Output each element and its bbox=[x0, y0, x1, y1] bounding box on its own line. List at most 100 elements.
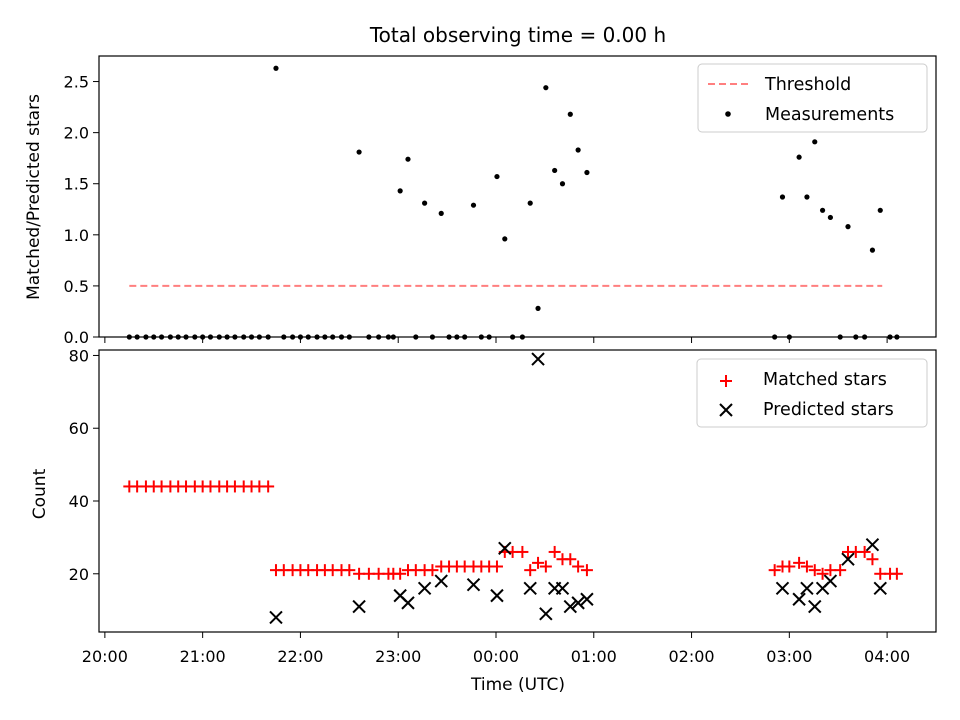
matched-star-point bbox=[834, 564, 847, 577]
measurement-point bbox=[397, 188, 403, 194]
count-x-axis: 20:00 21:00 22:00 23:00 00:00 01:00 02:00 03:00… bbox=[82, 632, 910, 666]
ratio-x-axis bbox=[104, 337, 888, 343]
matched-star-point bbox=[580, 564, 593, 577]
matched-star-point bbox=[800, 560, 813, 573]
predicted-star-point bbox=[523, 581, 537, 596]
predicted-star-point bbox=[841, 552, 855, 566]
count-legend: Matched stars Predicted stars bbox=[696, 358, 928, 428]
count-legend-box bbox=[696, 358, 928, 428]
legend-predicted-swatch bbox=[719, 403, 733, 417]
measurement-point bbox=[535, 305, 541, 311]
matched-star-point bbox=[548, 545, 561, 558]
measurement-point bbox=[438, 210, 444, 216]
ratio-y-tick-label: 0.5 bbox=[64, 277, 89, 296]
matched-star-point bbox=[394, 567, 407, 580]
count-y-axis-label: Count bbox=[30, 468, 50, 519]
measurement-point bbox=[405, 156, 411, 162]
count-y-tick-label: 80 bbox=[69, 346, 89, 365]
predicted-stars-series bbox=[269, 352, 887, 625]
predicted-star-point bbox=[865, 537, 880, 552]
ratio-y-tick-label: 0.0 bbox=[64, 328, 89, 347]
matched-star-point bbox=[793, 556, 806, 569]
count-y-axis: 20 40 60 80 bbox=[69, 346, 99, 584]
matched-star-point bbox=[262, 480, 275, 493]
measurement-point bbox=[779, 194, 786, 200]
predicted-star-point bbox=[580, 592, 594, 606]
count-x-tick-label: 04:00 bbox=[864, 647, 910, 666]
measurement-point bbox=[845, 224, 851, 230]
predicted-star-point bbox=[563, 599, 578, 614]
measurement-point bbox=[527, 200, 533, 206]
matched-star-point bbox=[539, 560, 552, 573]
legend-threshold-label: Threshold bbox=[764, 75, 851, 95]
measurement-point bbox=[559, 181, 566, 187]
predicted-star-point bbox=[401, 596, 415, 610]
chart-title: Total observing time = 0.00 h bbox=[369, 23, 666, 47]
measurement-point bbox=[796, 154, 802, 160]
predicted-star-point bbox=[775, 581, 790, 596]
legend-predicted-label: Predicted stars bbox=[763, 400, 894, 420]
count-x-tick-label: 20:00 bbox=[82, 647, 128, 666]
measurement-point bbox=[827, 214, 833, 221]
ratio-y-tick-label: 1.5 bbox=[64, 175, 89, 194]
measurement-point bbox=[819, 207, 826, 213]
predicted-star-point bbox=[531, 352, 545, 366]
predicted-star-point bbox=[873, 581, 887, 596]
matched-star-point bbox=[808, 564, 821, 577]
matched-star-point bbox=[816, 567, 829, 580]
ratio-plot-frame bbox=[98, 55, 937, 338]
predicted-star-point bbox=[792, 592, 806, 606]
predicted-star-point bbox=[269, 610, 283, 625]
count-y-tick-label: 20 bbox=[69, 565, 89, 584]
ratio-y-tick-label: 2.5 bbox=[64, 73, 89, 92]
matched-star-point bbox=[572, 560, 585, 573]
ratio-y-tick-label: 2.0 bbox=[64, 124, 89, 143]
matched-star-point bbox=[564, 553, 577, 566]
count-y-tick-label: 60 bbox=[69, 419, 89, 438]
measurement-point bbox=[273, 65, 279, 71]
measurement-point bbox=[869, 247, 876, 253]
predicted-star-point bbox=[800, 581, 814, 596]
measurement-point bbox=[567, 111, 573, 117]
measurement-point bbox=[804, 194, 810, 200]
measurement-point bbox=[422, 200, 428, 206]
count-x-tick-label: 00:00 bbox=[473, 647, 519, 666]
count-panel: 20 40 60 80 20:00 21:00 22:00 23:00 00:00 01:00 0… bbox=[30, 346, 937, 695]
measurement-point bbox=[877, 207, 883, 213]
measurement-point bbox=[552, 167, 558, 174]
matched-star-point bbox=[532, 556, 545, 569]
ratio-legend-box bbox=[697, 63, 928, 133]
matched-star-point bbox=[343, 564, 356, 577]
measurement-point bbox=[494, 173, 500, 180]
predicted-star-point bbox=[466, 577, 481, 592]
ratio-panel: Total observing time = 0.00 h 0.0 0.5 1.0 1… bbox=[24, 23, 937, 347]
ratio-y-axis-label: Matched/Predicted stars bbox=[24, 94, 44, 300]
predicted-star-point bbox=[417, 581, 432, 596]
legend-matched-label: Matched stars bbox=[763, 370, 887, 390]
count-x-tick-label: 23:00 bbox=[375, 647, 421, 666]
measurement-point bbox=[584, 169, 590, 176]
predicted-star-point bbox=[571, 596, 585, 610]
count-y-tick-label: 40 bbox=[69, 492, 89, 511]
ratio-legend: Threshold Measurements bbox=[697, 63, 928, 133]
predicted-star-point bbox=[352, 599, 366, 614]
predicted-star-point bbox=[490, 588, 504, 603]
predicted-star-point bbox=[498, 541, 512, 556]
legend-measurements-label: Measurements bbox=[765, 105, 894, 125]
legend-matched-swatch bbox=[720, 375, 732, 387]
count-x-tick-label: 02:00 bbox=[668, 647, 714, 666]
matched-star-point bbox=[866, 553, 879, 566]
measurement-point bbox=[356, 149, 362, 155]
ratio-y-tick-label: 1.0 bbox=[64, 226, 89, 245]
matched-star-point bbox=[524, 564, 537, 577]
matched-star-point bbox=[490, 560, 503, 573]
count-x-tick-label: 22:00 bbox=[277, 647, 323, 666]
legend-measurements-swatch bbox=[725, 111, 731, 117]
count-x-axis-label: Time (UTC) bbox=[470, 675, 565, 695]
matched-stars-series bbox=[123, 480, 903, 580]
matched-star-point bbox=[516, 545, 529, 558]
predicted-star-point bbox=[808, 599, 822, 614]
measurement-point bbox=[470, 202, 477, 208]
count-x-tick-label: 03:00 bbox=[766, 647, 812, 666]
